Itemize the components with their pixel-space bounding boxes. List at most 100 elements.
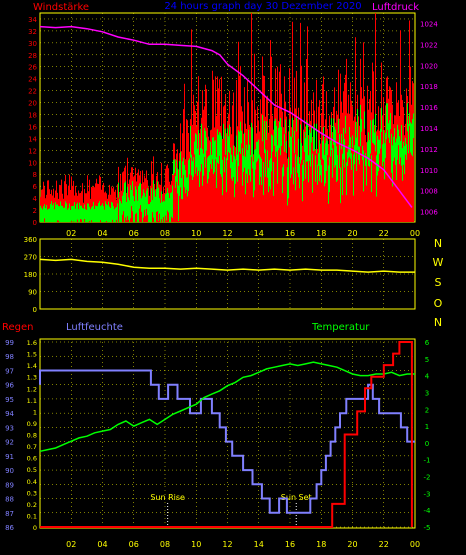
compass-label: W xyxy=(433,256,444,269)
rain-tick-label: 0.2 xyxy=(27,501,37,509)
wind-tick-label: 18 xyxy=(28,112,37,120)
wind-x-tick: 10 xyxy=(191,229,201,238)
wind-x-tick: 22 xyxy=(379,229,389,238)
wind-x-tick: 12 xyxy=(222,229,232,238)
temperature-tick-label: 5 xyxy=(425,356,429,364)
wind-tick-label: 28 xyxy=(28,52,37,60)
rain-line xyxy=(40,341,413,528)
wind-tick-label: 2 xyxy=(33,207,37,215)
temperature-tick-label: -1 xyxy=(424,457,431,465)
wind-x-tick: 00 xyxy=(410,229,420,238)
humidity-line xyxy=(39,369,415,514)
humidity-tick-label: 91 xyxy=(5,453,14,461)
wind-x-tick: 06 xyxy=(129,229,139,238)
wind-tick-label: 10 xyxy=(28,159,37,167)
wind-mean-bars xyxy=(40,103,414,222)
rain-tick-label: 0.5 xyxy=(27,466,37,474)
luftfeuchte-title: Luftfeuchte xyxy=(66,322,123,333)
temperature-tick-label: 4 xyxy=(425,373,430,381)
temperature-tick-label: 1 xyxy=(425,423,429,431)
temperature-tick-label: -3 xyxy=(424,490,431,498)
rain-x-tick: 06 xyxy=(129,540,139,549)
regen-title: Regen xyxy=(2,322,34,333)
rain-tick-label: 0.8 xyxy=(27,432,37,440)
rain-x-tick: 04 xyxy=(97,540,107,549)
wind-tick-label: 26 xyxy=(28,64,37,72)
rain-tick-label: 1.6 xyxy=(27,339,37,347)
temperature-tick-label: -5 xyxy=(424,524,431,532)
rain-tick-label: 0.6 xyxy=(27,455,37,463)
wind-x-tick: 02 xyxy=(66,229,76,238)
temperature-tick-label: -2 xyxy=(424,474,431,482)
rain-tick-label: 1.4 xyxy=(27,362,37,370)
temperature-tick-label: -4 xyxy=(424,507,432,515)
wind-tick-label: 32 xyxy=(28,28,37,36)
direction-tick-label: 0 xyxy=(33,306,37,314)
humidity-tick-label: 89 xyxy=(5,481,14,489)
humidity-tick-label: 94 xyxy=(5,410,14,418)
temperature-tick-label: 0 xyxy=(425,440,429,448)
direction-tick-label: 180 xyxy=(24,271,37,279)
wind-tick-label: 16 xyxy=(28,123,37,131)
humidity-tick-label: 87 xyxy=(5,510,14,518)
direction-tick-label: 270 xyxy=(24,254,37,262)
rain-x-tick: 16 xyxy=(285,540,295,549)
rain-x-tick: 02 xyxy=(66,540,76,549)
rain-tick-label: 0.4 xyxy=(27,478,37,486)
rain-tick-label: 1.1 xyxy=(27,397,37,405)
wind-tick-label: 14 xyxy=(28,135,37,143)
wind-x-tick: 18 xyxy=(316,229,326,238)
pressure-tick-label: 1022 xyxy=(420,41,438,49)
rain-x-tick: 18 xyxy=(316,540,326,549)
direction-tick-label: 360 xyxy=(24,236,37,244)
luftdruck-title: Luftdruck xyxy=(372,2,419,13)
rain-tick-label: 0.9 xyxy=(27,420,37,428)
wind-x-tick: 16 xyxy=(285,229,295,238)
rain-tick-label: 1.2 xyxy=(27,385,37,393)
rain-x-tick: 00 xyxy=(410,540,420,549)
sun-event-label: Sun Set xyxy=(281,493,312,502)
rain-tick-label: 0.7 xyxy=(27,443,37,451)
humidity-tick-label: 90 xyxy=(5,467,14,475)
rain-tick-label: 0 xyxy=(33,524,37,532)
wind-x-tick: 04 xyxy=(97,229,107,238)
pressure-tick-label: 1014 xyxy=(420,125,438,133)
compass-label: S xyxy=(435,276,442,289)
temperature-tick-label: 2 xyxy=(425,406,429,414)
pressure-tick-label: 1020 xyxy=(420,62,438,70)
pressure-tick-label: 1024 xyxy=(420,20,438,28)
windstaerke-title: Windstärke xyxy=(33,2,89,13)
compass-label: N xyxy=(434,237,442,250)
rain-x-tick: 12 xyxy=(222,540,232,549)
wind-tick-label: 24 xyxy=(28,76,37,84)
wind-direction-line xyxy=(39,258,415,273)
direction-tick-label: 90 xyxy=(28,289,37,297)
rain-tick-label: 1 xyxy=(33,408,37,416)
pressure-tick-label: 1006 xyxy=(420,209,438,217)
temperature-tick-label: 6 xyxy=(425,339,430,347)
humidity-tick-label: 86 xyxy=(5,524,14,532)
pressure-tick-label: 1010 xyxy=(420,167,438,175)
rain-panel-frame xyxy=(39,338,416,529)
rain-tick-label: 0.3 xyxy=(27,489,37,497)
rain-tick-label: 1.3 xyxy=(27,374,37,382)
rain-x-tick: 20 xyxy=(347,540,357,549)
pressure-tick-label: 1012 xyxy=(420,146,438,154)
humidity-tick-label: 96 xyxy=(5,382,14,390)
wind-tick-label: 20 xyxy=(28,100,37,108)
wind-tick-label: 30 xyxy=(28,40,37,48)
humidity-tick-label: 88 xyxy=(5,496,14,504)
rain-humidity-temp-panel: Sun Rise Sun Set 86 87 88 89 90 91 92 93 94 95 96 97… xyxy=(5,338,432,549)
rain-x-tick: 08 xyxy=(160,540,170,549)
graph-date-title: 24 hours graph day 30 Dezember 2020 xyxy=(164,1,361,12)
pressure-tick-label: 1016 xyxy=(420,104,438,112)
rain-tick-label: 0.1 xyxy=(27,512,37,520)
wind-x-tick: 14 xyxy=(254,229,264,238)
humidity-tick-label: 99 xyxy=(5,339,14,347)
wind-x-tick: 08 xyxy=(160,229,170,238)
compass-label: O xyxy=(434,297,443,310)
wind-tick-label: 22 xyxy=(28,88,37,96)
